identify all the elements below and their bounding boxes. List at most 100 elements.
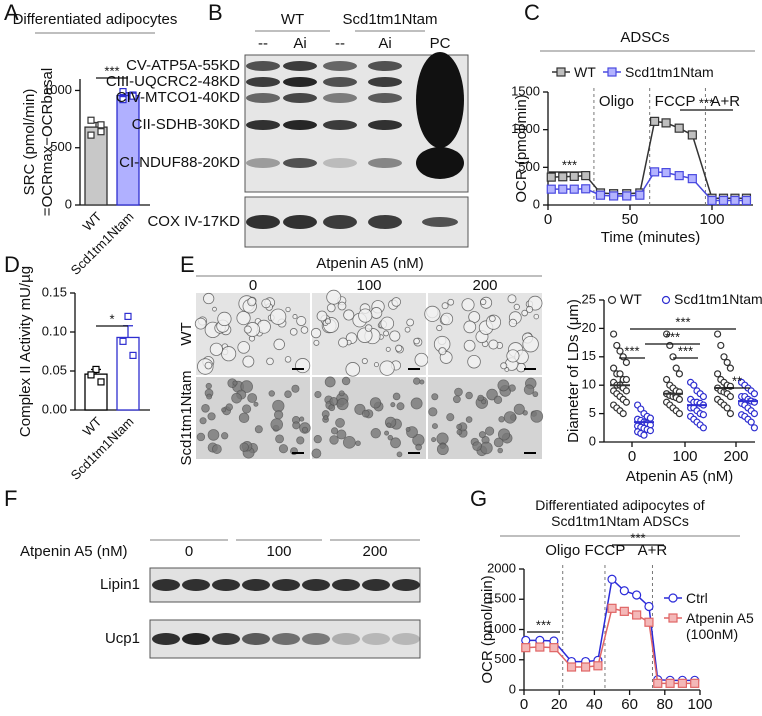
significance-label: ***: [630, 530, 645, 545]
cell: [391, 297, 402, 307]
data-point: [644, 617, 654, 627]
cell: [414, 352, 429, 367]
data-point: [750, 410, 759, 418]
cell: [379, 360, 395, 376]
panel-letter: G: [470, 486, 487, 511]
data-point: [665, 678, 675, 688]
bar: [116, 94, 140, 206]
cell: [480, 298, 487, 306]
x-axis-label: Time (minutes): [562, 714, 661, 716]
cell: [243, 325, 252, 334]
cell: [489, 315, 496, 322]
cell: [461, 298, 475, 312]
cell: [247, 393, 258, 403]
cell: [396, 402, 405, 411]
cell: [493, 395, 503, 405]
data-point: [569, 184, 579, 194]
legend-label-box: WT: [620, 291, 642, 307]
data-point: [622, 375, 631, 384]
cell: [296, 436, 305, 445]
data-point: [653, 678, 663, 688]
y-tick-label: 500: [50, 139, 72, 154]
legend-label: Scd1tm1Ntam: [625, 64, 714, 80]
significance-label: ***: [562, 157, 577, 172]
cell: [199, 417, 207, 425]
data-point: [675, 395, 684, 403]
cell: [261, 298, 271, 309]
pc-band: [416, 147, 464, 179]
cell: [390, 402, 396, 408]
y-tick-label: 25: [582, 291, 596, 306]
y-axis-label: OCR (pmol/min): [513, 94, 530, 202]
data-point: [632, 610, 642, 620]
significance-label: *: [109, 311, 114, 326]
cell: [196, 432, 206, 442]
phase-label: A+R: [638, 542, 668, 559]
band-label: Ucp1: [105, 630, 140, 647]
cell: [311, 448, 322, 459]
significance-label: ***: [675, 314, 690, 329]
cell: [278, 444, 289, 454]
x-tick-label: 40: [586, 696, 603, 713]
y-tick-label: 500: [518, 159, 540, 174]
cell: [436, 324, 443, 332]
data-point: [97, 378, 105, 386]
cell: [452, 395, 461, 404]
cell: [296, 316, 307, 327]
x-tick-label: 0: [544, 211, 552, 228]
cell: [500, 362, 508, 370]
cell: [383, 330, 390, 337]
data-point: [730, 195, 740, 206]
data-point: [124, 312, 132, 320]
data-point: [92, 365, 100, 374]
cell: [513, 303, 520, 311]
band: [283, 77, 317, 87]
data-point: [607, 603, 617, 613]
cell: [364, 324, 373, 332]
data-point: [640, 431, 648, 439]
band-label: CV-ATP5A-55KD: [126, 57, 240, 74]
data-point: [687, 130, 697, 140]
cell: [467, 354, 481, 369]
x-tick-label: 0: [628, 448, 636, 465]
cell: [370, 428, 381, 439]
band: [283, 120, 317, 130]
band: [302, 633, 330, 645]
significance-label: ***: [678, 343, 693, 358]
cell: [270, 308, 287, 325]
band: [302, 579, 330, 591]
data-point: [668, 613, 678, 623]
y-axis-label: Diameter of LDs (μm): [565, 299, 582, 443]
cell: [533, 313, 540, 320]
data-point: [622, 387, 631, 395]
band: [368, 215, 402, 229]
cell: [301, 426, 309, 433]
significance-label: ***: [536, 617, 551, 632]
y-tick-label: 1500: [487, 591, 516, 606]
micrograph-column-label: 0: [249, 277, 257, 294]
x-axis-label: Time (minutes): [601, 229, 700, 246]
cell: [221, 432, 229, 440]
data-point: [675, 370, 684, 378]
chart-title-box: Differentiated adipocytes of Scd1tm1Ntam…: [535, 497, 704, 529]
band: [323, 77, 357, 87]
cell: [361, 358, 368, 365]
data-point: [609, 330, 618, 338]
x-tick-label: 20: [551, 696, 568, 713]
data-point: [546, 172, 556, 182]
cell: [314, 390, 322, 399]
blot-b: [244, 52, 469, 248]
cell: [270, 418, 283, 431]
data-point: [622, 398, 631, 406]
y-tick-label: 0.10: [42, 323, 67, 338]
cell: [310, 327, 322, 339]
band-label: CI-NDUF88-20KD: [119, 154, 240, 171]
band: [246, 93, 280, 103]
data-point: [672, 364, 680, 372]
cell: [438, 347, 447, 356]
cell: [506, 349, 520, 363]
cell: [478, 431, 486, 439]
data-point: [713, 330, 722, 338]
data-point: [593, 661, 603, 671]
